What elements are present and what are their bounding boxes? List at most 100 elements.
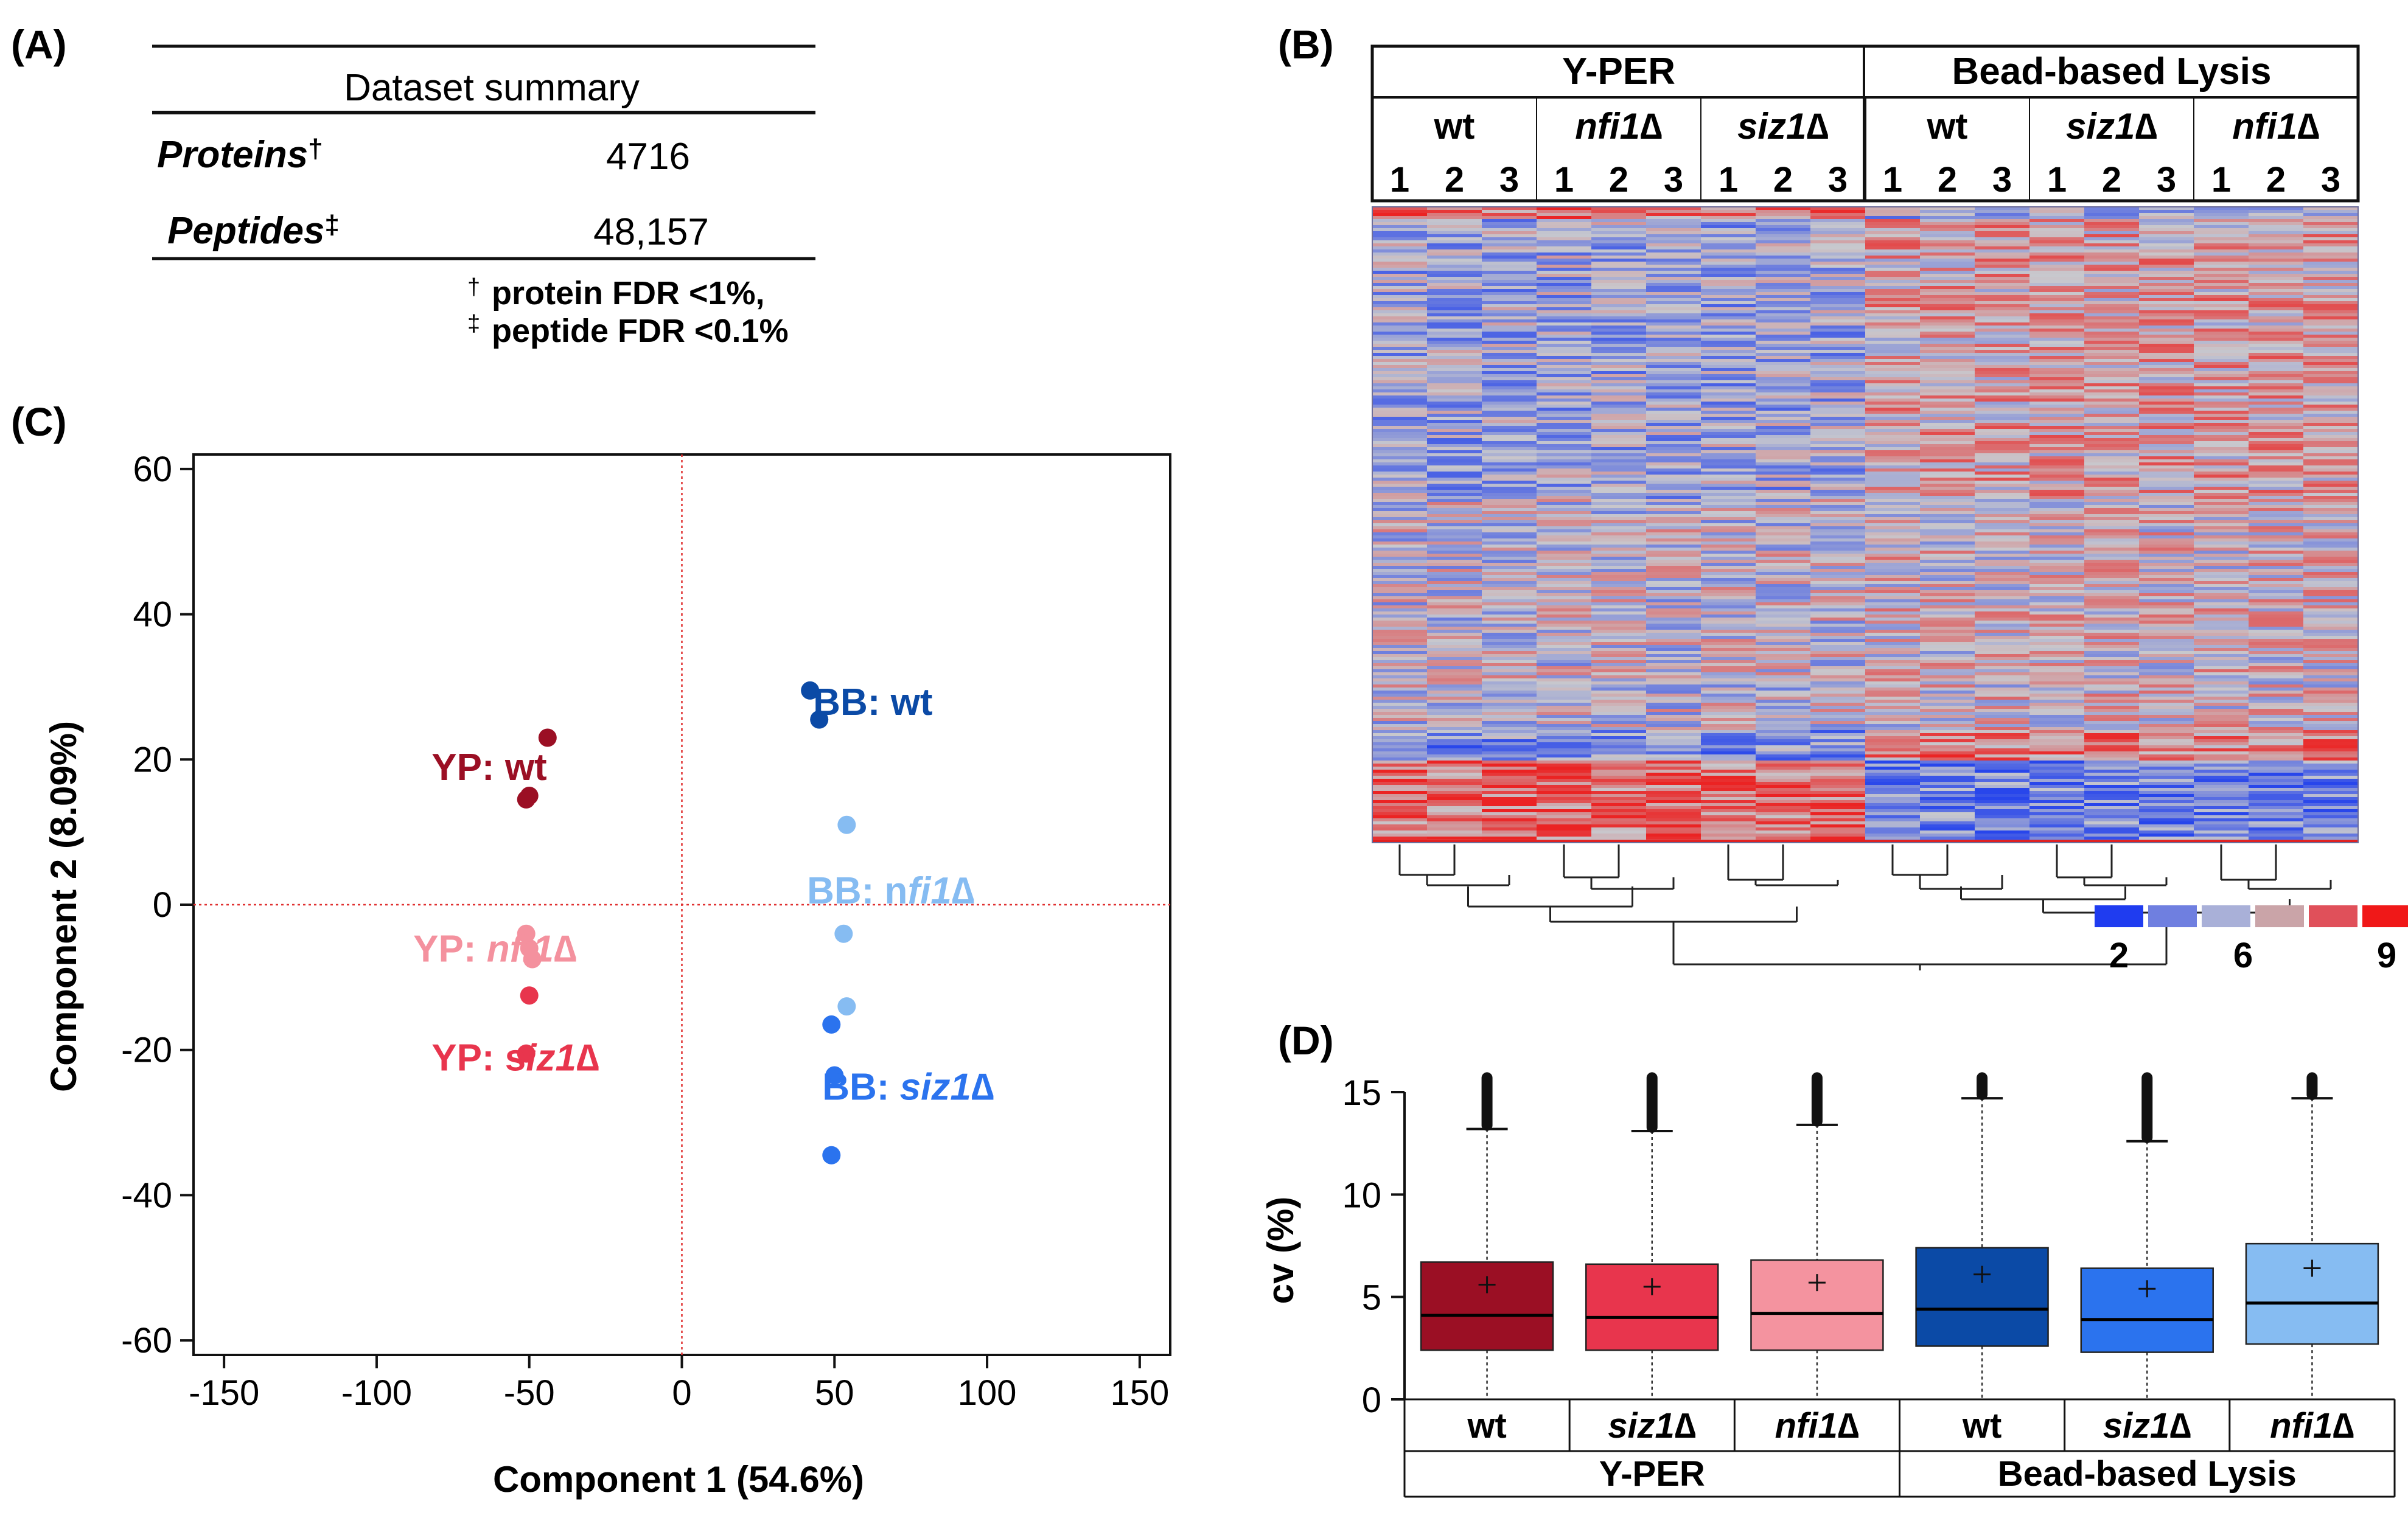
heatmap-cell [2029, 837, 2085, 840]
heatmap-cell [1591, 627, 1647, 630]
heatmap-cell [2194, 392, 2249, 396]
heatmap-cell [1975, 633, 2030, 636]
heatmap-cell [2249, 633, 2304, 636]
heatmap-cell [1482, 721, 1537, 725]
heatmap-cell [1920, 277, 1975, 280]
heatmap-cell [2084, 274, 2140, 277]
heatmap-cell [1865, 459, 1921, 463]
heatmap-cell [1701, 545, 1756, 548]
heatmap-cell [2194, 639, 2249, 642]
heatmap-cell [1810, 453, 1866, 457]
heatmap-cell [2303, 335, 2358, 338]
heatmap-cell [1591, 252, 1647, 256]
heatmap-cell [1646, 618, 1701, 621]
heatmap-cell [1372, 322, 1428, 326]
heatmap-cell [2194, 271, 2249, 274]
heatmap-cell [1865, 399, 1921, 402]
heatmap-cell [1646, 402, 1701, 405]
heatmap-cell [2029, 560, 2085, 563]
heatmap-cell [2084, 228, 2140, 232]
heatmap-cell [2139, 319, 2194, 323]
heatmap-cell [1537, 560, 1592, 563]
heatmap-cell [1427, 602, 1482, 606]
heatmap-cell [2139, 356, 2194, 360]
heatmap-cell [1920, 541, 1975, 545]
heatmap-cell [1920, 791, 1975, 795]
heatmap-cell [1975, 459, 2030, 463]
heatmap-cell [2249, 319, 2304, 323]
heatmap-cell [2084, 681, 2140, 685]
heatmap-cell [1646, 806, 1701, 810]
heatmap-cell [1865, 538, 1921, 542]
heatmap-cell [2029, 718, 2085, 722]
heatmap-cell [1920, 298, 1975, 302]
heatmap-cell [2249, 767, 2304, 770]
heatmap-cell [1427, 493, 1482, 496]
heatmap-cell [1646, 411, 1701, 414]
heatmap-cell [2303, 526, 2358, 530]
heatmap-cell [1372, 785, 1428, 789]
heatmap-cell [2194, 256, 2249, 259]
heatmap-cell [1756, 529, 1811, 533]
heatmap-cell [1865, 548, 1921, 551]
heatmap-cell [1482, 782, 1537, 785]
heatmap-cell [1975, 706, 2030, 709]
heatmap-cell [2139, 405, 2194, 408]
heatmap-cell [2194, 745, 2249, 749]
heatmap-cell [1756, 429, 1811, 433]
heatmap-cell [1920, 560, 1975, 563]
heatmap-cell [2029, 624, 2085, 627]
heatmap-cell [1482, 700, 1537, 703]
x-tick-label: 100 [958, 1373, 1017, 1413]
heatmap-cell [1591, 663, 1647, 667]
heatmap-cell [1920, 307, 1975, 311]
heatmap-cell [1756, 371, 1811, 375]
heatmap-cell [1756, 675, 1811, 679]
heatmap-cell [1591, 246, 1647, 250]
heatmap-cell [2139, 684, 2194, 688]
heatmap-cell [1646, 764, 1701, 767]
heatmap-cell [1591, 830, 1647, 834]
heatmap-cell [1865, 499, 1921, 503]
heatmap-cell [1591, 249, 1647, 253]
heatmap-cell [1591, 645, 1647, 649]
heatmap-cell [1920, 678, 1975, 682]
heatmap-cell [2029, 484, 2085, 487]
heatmap-cell [1810, 484, 1866, 487]
heatmap-cell [1646, 237, 1701, 241]
heatmap-cell [2139, 557, 2194, 560]
heatmap-cell [2303, 694, 2358, 697]
heatmap-cell [1482, 624, 1537, 627]
heatmap-cell [1865, 256, 1921, 259]
heatmap-cell [1701, 402, 1756, 405]
heatmap-cell [2029, 426, 2085, 430]
heatmap-cell [1646, 615, 1701, 618]
heatmap-cell [2084, 541, 2140, 545]
heatmap-cell [1591, 280, 1647, 284]
heatmap-cell [1701, 237, 1756, 241]
proteins-value: 4716 [606, 136, 690, 178]
heatmap-cell [1482, 660, 1537, 664]
heatmap-cell [1427, 587, 1482, 591]
heatmap-cell [1482, 207, 1537, 211]
heatmap-cell [2303, 806, 2358, 810]
heatmap-cell [1372, 730, 1428, 734]
heatmap-cell [1646, 271, 1701, 274]
heatmap-cell [1865, 475, 1921, 478]
heatmap-cell [2303, 821, 2358, 825]
heatmap-cell [1427, 718, 1482, 722]
heatmap-cell [2194, 709, 2249, 712]
heatmap-cell [1427, 590, 1482, 594]
heatmap-cell [1427, 426, 1482, 430]
heatmap-cell [1482, 265, 1537, 268]
heatmap-cell [1701, 259, 1756, 262]
heatmap-cell [1482, 745, 1537, 749]
heatmap-cell [1646, 231, 1701, 235]
heatmap-cell [1865, 767, 1921, 770]
heatmap-cell [2303, 228, 2358, 232]
heatmap-cell [2303, 313, 2358, 317]
heatmap-cell [2084, 566, 2140, 569]
heatmap-cell [1810, 757, 1866, 761]
heatmap-cell [1427, 332, 1482, 335]
heatmap-cell [1646, 538, 1701, 542]
